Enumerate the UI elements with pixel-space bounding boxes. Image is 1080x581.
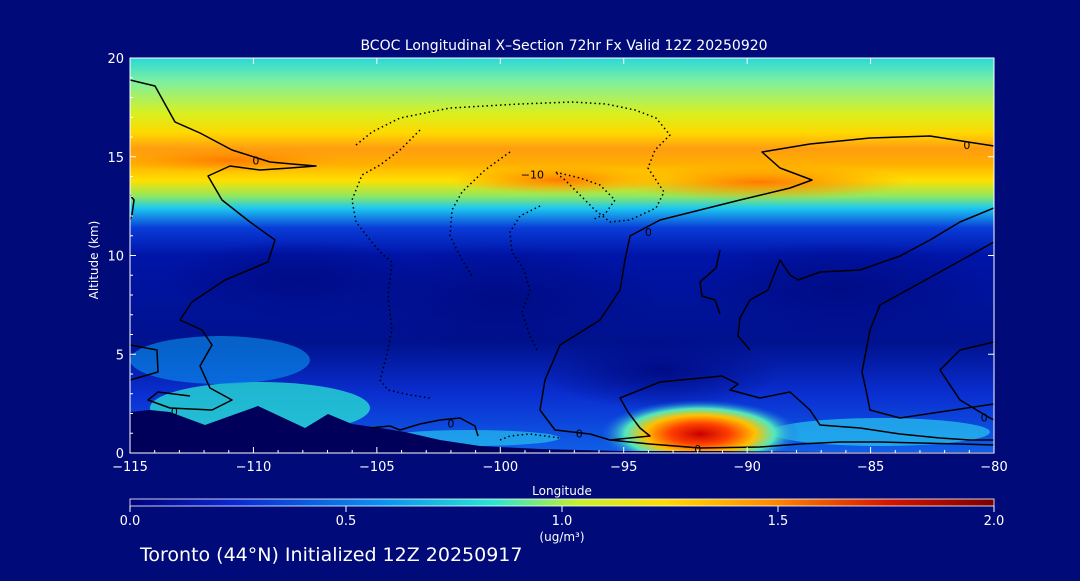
footer-caption: Toronto (44°N) Initialized 12Z 20250917: [139, 544, 523, 566]
low-conc-region: [540, 330, 780, 410]
colorbar: [130, 499, 994, 506]
contour-negative-10: [449, 151, 511, 277]
y-tick-label: 15: [107, 151, 124, 166]
x-tick-label: −110: [236, 460, 272, 475]
x-tick-label: −80: [980, 460, 1007, 475]
low-conc-region: [160, 240, 440, 320]
x-tick-label: −95: [610, 460, 637, 475]
contour-zero: [130, 344, 159, 381]
x-axis-label: Longitude: [532, 484, 592, 498]
y-tick-label: 5: [116, 348, 124, 363]
y-tick-label: 20: [107, 52, 124, 67]
x-axis: −115 −110 −105 −100 −95 −90 −85 −80: [112, 58, 1008, 475]
contour-zero: [939, 341, 994, 421]
low-conc-region: [690, 240, 990, 340]
contour-zero: [609, 439, 994, 449]
upper-max-blob: [130, 148, 340, 172]
x-tick-label: −85: [857, 460, 884, 475]
contour-lines: [130, 79, 994, 449]
x-tick-label: −105: [359, 460, 395, 475]
contour-label: 0: [171, 406, 178, 419]
contour-zero: [130, 194, 135, 221]
contour-label: 0: [447, 417, 454, 430]
contour-label: 0: [981, 411, 988, 424]
contour-zero: [130, 79, 317, 411]
y-axis: 0 5 10 15 20: [107, 52, 994, 462]
contour-label: 0: [252, 155, 259, 168]
contour-negative-10: [499, 433, 561, 441]
colorbar-ticks: 0.0 0.5 1.0 1.5 2.0: [120, 506, 1005, 529]
surface-layer: [130, 336, 310, 384]
contour-zero: [699, 249, 721, 315]
contour-negative-10: [351, 129, 431, 399]
contour-label: −10: [521, 169, 544, 182]
contour-zero: [737, 207, 994, 351]
upper-max-blob: [610, 164, 910, 200]
colorbar-tick-label: 0.0: [120, 514, 141, 529]
colorbar-tick-label: 2.0: [984, 514, 1005, 529]
contour-negative-10: [509, 205, 541, 353]
contour-label: 0: [645, 226, 652, 239]
contour-zero: [861, 241, 994, 419]
contour-label: 0: [963, 139, 970, 152]
colorbar-tick-label: 1.5: [768, 514, 789, 529]
colorbar-unit: (ug/m³): [539, 530, 584, 544]
x-tick-label: −90: [733, 460, 760, 475]
x-tick-label: −100: [482, 460, 518, 475]
contour-label: 0: [694, 443, 701, 456]
surface-maximum: [600, 400, 800, 453]
contour-label: 0: [576, 427, 583, 440]
contour-zero: [539, 135, 994, 441]
x-tick-label: −115: [112, 460, 148, 475]
y-tick-label: 0: [116, 447, 124, 462]
contour-negative: [351, 101, 671, 441]
colorbar-tick-label: 1.0: [552, 514, 573, 529]
terrain: [130, 406, 994, 453]
y-tick-label: 10: [107, 250, 124, 265]
upper-max-blob: [450, 166, 670, 194]
contour-zero: [369, 417, 479, 437]
y-axis-label: Altitude (km): [87, 221, 101, 300]
colorbar-tick-label: 0.5: [336, 514, 357, 529]
plot-area: [130, 58, 994, 453]
contour-labels: 0 0 −10 0 0 0 0 0 0: [171, 139, 988, 456]
chart-title: BCOC Longitudinal X–Section 72hr Fx Vali…: [360, 38, 767, 54]
